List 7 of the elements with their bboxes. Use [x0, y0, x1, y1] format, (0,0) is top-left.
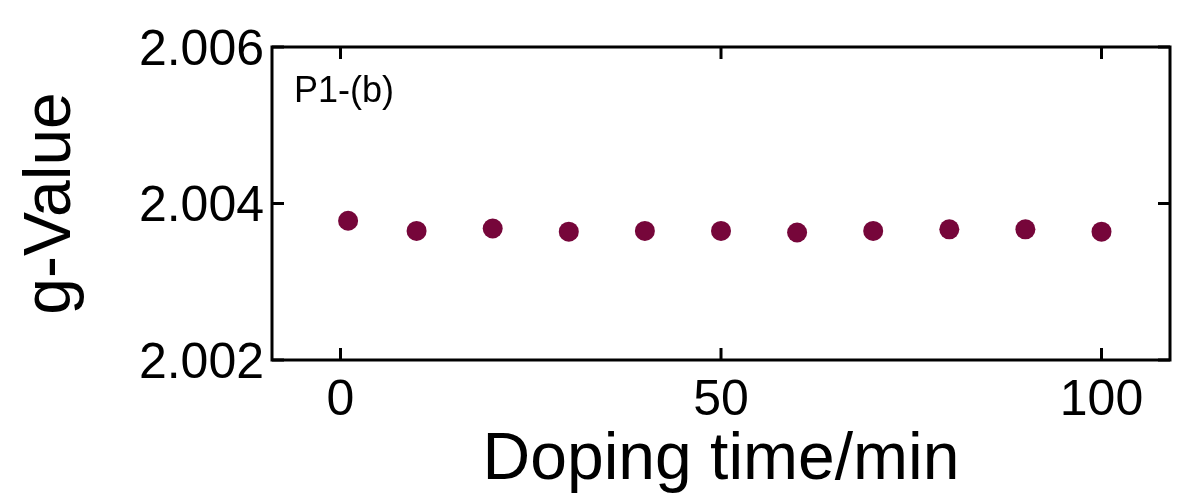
x-tick-label: 100	[1059, 370, 1144, 426]
y-axis-title: g-Value	[10, 92, 84, 315]
y-tick-label: 2.006	[138, 19, 264, 76]
annotation: P1-(b)	[294, 69, 395, 110]
y-tick-label: 2.004	[138, 176, 264, 232]
x-tick-label: 0	[326, 370, 355, 426]
y-tick-label: 2.002	[138, 332, 264, 389]
